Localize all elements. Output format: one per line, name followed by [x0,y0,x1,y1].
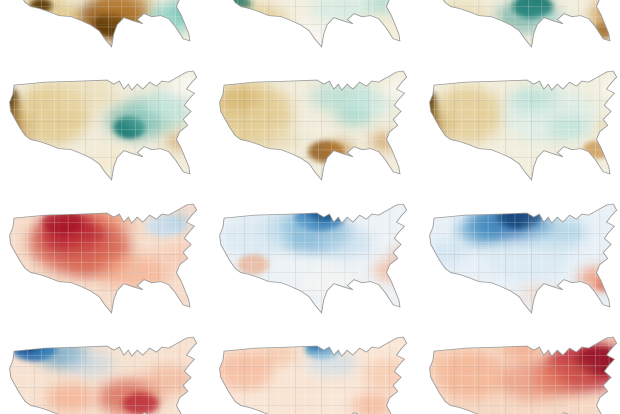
division-grid-overlay [429,0,617,47]
state-borders [429,341,617,414]
us-outline [22,0,191,48]
division-grid-overlay [429,337,617,414]
state-borders [429,0,617,47]
division-grid-overlay [429,71,617,180]
map-fill-layer [429,0,617,47]
us-map-svg [429,0,617,48]
us-map-r2c1 [4,69,200,192]
us-outline [429,203,618,314]
us-outline [429,336,618,414]
us-map-svg [429,70,618,181]
anomaly-blob [9,4,19,25]
us-map-svg [219,203,408,314]
map-fill-layer [9,0,197,47]
division-grid-overlay [9,71,197,180]
us-map-r1c1 [4,0,200,59]
us-outline [232,0,401,48]
map-fill-layer [9,204,197,313]
division-grid-overlay [9,204,197,313]
division-grid-overlay [219,71,407,180]
us-outline [219,70,408,181]
division-grid-overlay [9,0,197,47]
us-map-r4c1 [4,335,200,414]
division-grid-overlay [9,337,197,414]
us-map-svg [9,203,198,314]
us-map-svg [429,336,618,414]
map-fill-layer [429,71,617,180]
state-borders [9,0,197,47]
us-outline [9,336,198,414]
anomaly-blob [465,31,511,47]
us-map-r3c1 [4,202,200,325]
anomaly-blob [138,23,166,40]
map-fill-layer [219,71,407,180]
division-grid-overlay [219,0,407,47]
state-borders [9,341,197,414]
us-map-svg [219,70,408,181]
us-map-r1c2 [214,0,410,59]
us-outline [442,0,611,48]
us-map-r3c3 [424,202,620,325]
us-map-r3c2 [214,202,410,325]
us-outline [9,70,198,181]
state-borders [219,75,407,180]
division-grid-overlay [219,204,407,313]
us-outline [219,203,408,314]
us-map-r4c2 [214,335,410,414]
us-outline [429,70,618,181]
state-borders [429,208,617,313]
state-borders [219,0,407,47]
division-grid-overlay [219,337,407,414]
map-fill-layer [429,204,617,313]
us-map-r1c3 [424,0,620,59]
us-outline [219,336,408,414]
us-outline [9,203,198,314]
us-map-svg [9,0,197,48]
us-map-r2c2 [214,69,410,192]
map-fill-layer [429,337,617,414]
division-grid-overlay [429,204,617,313]
us-map-svg [9,336,198,414]
state-borders [429,75,617,180]
us-map-r2c3 [424,69,620,192]
map-fill-layer [219,0,407,47]
us-map-svg [429,203,618,314]
state-borders [9,208,197,313]
us-map-svg [219,336,408,414]
us-map-r4c3 [424,335,620,414]
map-grid [4,0,620,414]
us-map-svg [219,0,407,48]
state-borders [219,208,407,313]
map-fill-layer [9,71,197,180]
state-borders [9,75,197,180]
state-borders [219,341,407,414]
map-fill-layer [9,337,197,414]
us-map-svg [9,70,198,181]
map-fill-layer [219,204,407,313]
